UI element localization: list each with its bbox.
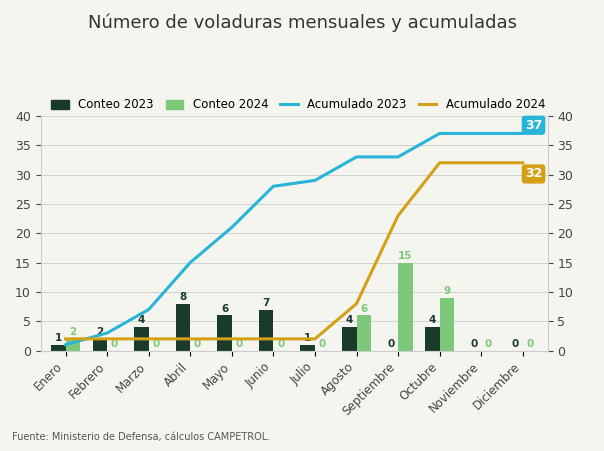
Bar (217, 315, 232, 350)
Line: Acumulado 2023: Acumulado 2023 (66, 133, 523, 345)
Text: 0: 0 (111, 339, 118, 349)
Acumulado 2023 (270, 184, 277, 189)
Acumulado 2023 (478, 131, 485, 136)
Text: 2: 2 (96, 327, 103, 337)
Bar (440, 298, 454, 350)
Text: 7: 7 (262, 298, 270, 308)
Text: 0: 0 (527, 339, 534, 349)
Text: 4: 4 (345, 315, 353, 325)
Acumulado 2023 (353, 154, 360, 160)
Acumulado 2024 (311, 336, 318, 341)
Acumulado 2024 (478, 160, 485, 166)
Bar (176, 304, 190, 350)
Bar (425, 327, 440, 350)
Acumulado 2023 (311, 178, 318, 183)
Text: 15: 15 (398, 251, 413, 261)
Acumulado 2024 (62, 336, 69, 341)
Bar (134, 327, 149, 350)
Bar (92, 339, 107, 350)
Acumulado 2023 (187, 260, 194, 265)
Legend: Conteo 2023, Conteo 2024, Acumulado 2023, Acumulado 2024: Conteo 2023, Conteo 2024, Acumulado 2023… (47, 93, 550, 116)
Text: 0: 0 (485, 339, 492, 349)
Text: 0: 0 (387, 339, 394, 349)
Text: 6: 6 (360, 304, 367, 313)
Acumulado 2024 (519, 160, 527, 166)
Text: 4: 4 (429, 315, 436, 325)
Acumulado 2023 (519, 131, 527, 136)
Acumulado 2023 (228, 225, 236, 230)
Text: 2: 2 (69, 327, 77, 337)
Text: 0: 0 (277, 339, 284, 349)
Acumulado 2024 (436, 160, 443, 166)
Text: 1: 1 (304, 333, 311, 343)
Text: 9: 9 (443, 286, 451, 296)
Bar (51, 345, 66, 350)
Text: 1: 1 (54, 333, 62, 343)
Acumulado 2024 (145, 336, 152, 341)
Acumulado 2024 (394, 213, 402, 218)
Bar (300, 345, 315, 350)
Text: 32: 32 (525, 167, 542, 180)
Text: 0: 0 (318, 339, 326, 349)
Text: 0: 0 (152, 339, 159, 349)
Acumulado 2024 (353, 301, 360, 306)
Text: 37: 37 (525, 119, 542, 132)
Text: Número de voladuras mensuales y acumuladas: Número de voladuras mensuales y acumulad… (88, 14, 516, 32)
Bar (398, 262, 413, 350)
Text: Fuente: Ministerio de Defensa, cálculos CAMPETROL.: Fuente: Ministerio de Defensa, cálculos … (12, 432, 271, 442)
Line: Acumulado 2024: Acumulado 2024 (66, 163, 523, 339)
Acumulado 2024 (270, 336, 277, 341)
Acumulado 2023 (62, 342, 69, 347)
Text: 6: 6 (221, 304, 228, 313)
Acumulado 2023 (103, 330, 111, 336)
Text: 4: 4 (138, 315, 145, 325)
Bar (66, 339, 80, 350)
Bar (259, 309, 274, 350)
Acumulado 2023 (145, 307, 152, 312)
Text: 0: 0 (194, 339, 201, 349)
Bar (342, 327, 356, 350)
Acumulado 2023 (394, 154, 402, 160)
Text: 0: 0 (236, 339, 243, 349)
Text: 0: 0 (471, 339, 478, 349)
Acumulado 2024 (103, 336, 111, 341)
Bar (356, 315, 371, 350)
Text: 0: 0 (512, 339, 519, 349)
Text: 8: 8 (179, 292, 187, 302)
Acumulado 2024 (187, 336, 194, 341)
Acumulado 2023 (436, 131, 443, 136)
Acumulado 2024 (228, 336, 236, 341)
